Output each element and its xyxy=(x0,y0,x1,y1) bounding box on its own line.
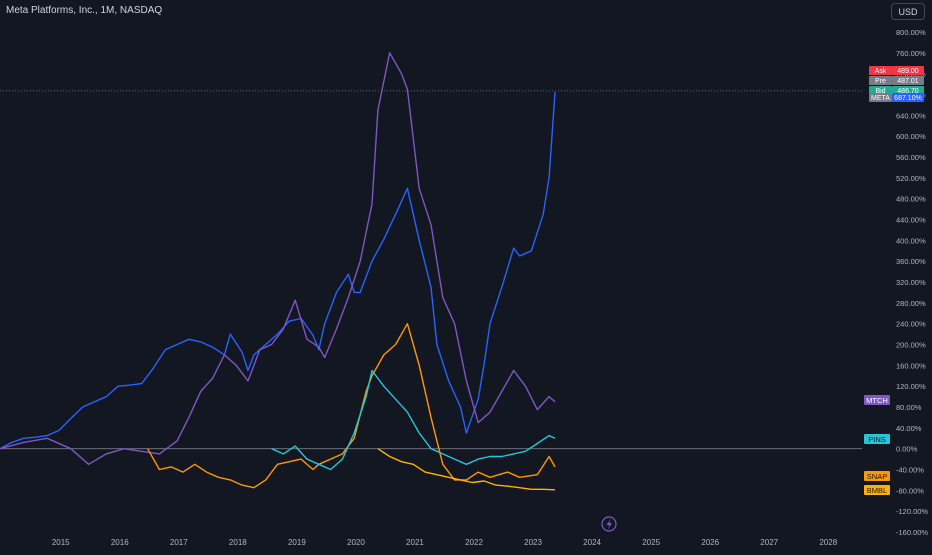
currency-button[interactable]: USD xyxy=(891,3,925,20)
x-tick-label: 2024 xyxy=(583,538,601,547)
price-label-ask: Ask 489.00 xyxy=(869,66,924,75)
price-label-pre: Pre 487.01 xyxy=(869,76,924,85)
price-label-value: 487.01 xyxy=(897,78,919,85)
y-tick-label: 440.00% xyxy=(896,216,926,225)
x-tick-label: 2019 xyxy=(288,538,306,547)
chart-title: Meta Platforms, Inc., 1M, NASDAQ xyxy=(6,5,163,16)
x-tick-label: 2017 xyxy=(170,538,188,547)
y-tick-label: -120.00% xyxy=(896,507,928,516)
y-tick-label: 560.00% xyxy=(896,153,926,162)
y-tick-label: -160.00% xyxy=(896,528,928,537)
price-label-name: Bid xyxy=(875,88,885,95)
price-label-name: Pre xyxy=(875,78,886,85)
x-tick-label: 2020 xyxy=(347,538,365,547)
x-tick-label: 2026 xyxy=(701,538,719,547)
y-tick-label: 480.00% xyxy=(896,195,926,204)
y-tick-label: 160.00% xyxy=(896,361,926,370)
lightning-icon[interactable] xyxy=(601,516,617,532)
x-tick-label: 2018 xyxy=(229,538,247,547)
y-tick-label: -40.00% xyxy=(896,466,924,475)
y-tick-label: 280.00% xyxy=(896,299,926,308)
series-label-pins: PINS xyxy=(864,434,890,444)
series-line-bmbl[interactable] xyxy=(377,448,556,491)
y-tick-label: 120.00% xyxy=(896,382,926,391)
svg-text:MTCH: MTCH xyxy=(866,396,888,405)
y-tick-label: 80.00% xyxy=(896,403,922,412)
x-tick-label: 2016 xyxy=(111,538,129,547)
series-label-bmbl: BMBL xyxy=(864,485,890,495)
y-tick-label: 800.00% xyxy=(896,28,926,37)
y-tick-label: 760.00% xyxy=(896,49,926,58)
y-tick-label: 360.00% xyxy=(896,257,926,266)
svg-text:PINS: PINS xyxy=(868,435,886,444)
x-tick-label: 2015 xyxy=(52,538,70,547)
price-label-meta: META 687.10% xyxy=(869,93,924,102)
price-label-value: 486.70 xyxy=(897,88,919,95)
y-tick-label: 0.00% xyxy=(896,445,918,454)
y-tick-label: -80.00% xyxy=(896,486,924,495)
series-line-meta[interactable] xyxy=(0,91,556,450)
price-label-value: 687.10% xyxy=(894,95,922,102)
y-tick-label: 520.00% xyxy=(896,174,926,183)
y-tick-label: 200.00% xyxy=(896,341,926,350)
y-tick-label: 600.00% xyxy=(896,132,926,141)
y-tick-label: 640.00% xyxy=(896,111,926,120)
series-line-pins[interactable] xyxy=(271,369,556,471)
y-tick-label: 320.00% xyxy=(896,278,926,287)
y-tick-label: 40.00% xyxy=(896,424,922,433)
x-tick-label: 2025 xyxy=(642,538,660,547)
x-tick-label: 2022 xyxy=(465,538,483,547)
x-tick-label: 2023 xyxy=(524,538,542,547)
svg-text:BMBL: BMBL xyxy=(867,486,887,495)
y-tick-label: 400.00% xyxy=(896,236,926,245)
svg-text:SNAP: SNAP xyxy=(867,472,887,481)
price-label-bid: Bid 486.70 xyxy=(869,86,924,95)
price-label-name: Ask xyxy=(875,68,887,75)
price-label-name: META xyxy=(871,95,890,102)
series-line-mtch[interactable] xyxy=(0,52,556,465)
y-tick-label: 240.00% xyxy=(896,320,926,329)
x-tick-label: 2027 xyxy=(760,538,778,547)
x-tick-label: 2021 xyxy=(406,538,424,547)
x-tick-label: 2028 xyxy=(819,538,837,547)
series-label-mtch: MTCH xyxy=(864,395,890,405)
price-label-value: 489.00 xyxy=(897,68,919,75)
series-label-snap: SNAP xyxy=(864,471,890,481)
